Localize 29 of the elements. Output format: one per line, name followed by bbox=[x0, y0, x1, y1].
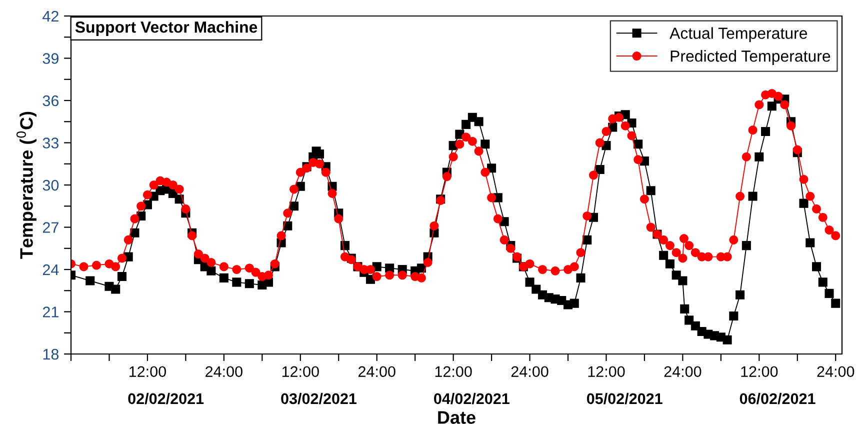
text: 05/02/2021 bbox=[586, 392, 662, 404]
legend-label: Predicted Temperature bbox=[670, 50, 830, 65]
y-tick-label: 21 bbox=[42, 306, 58, 318]
y-tick-label: 33 bbox=[42, 138, 59, 148]
y-tick-label: 42 bbox=[42, 10, 58, 22]
chart-title: Support Vector Machine bbox=[75, 21, 258, 36]
y-tick-label: 27 bbox=[42, 222, 58, 233]
text: 04/02/2021 bbox=[434, 392, 510, 404]
x-tick-label: 24:00 bbox=[358, 366, 396, 378]
y-tick-label: 39 bbox=[42, 53, 58, 64]
y-tick-label: 30 bbox=[42, 180, 59, 191]
y-tick-label: 18 bbox=[43, 348, 59, 360]
x-tick-label: 24:00 bbox=[511, 366, 548, 378]
x-tick-label: 12:00 bbox=[130, 366, 166, 378]
x-tick-label: 24:00 bbox=[206, 366, 242, 378]
legend-label: Actual Temperature bbox=[670, 27, 808, 42]
x-tick-label: 24:00 bbox=[817, 366, 854, 378]
text: 02/02/2021 bbox=[128, 392, 204, 404]
text: 06/02/2021 bbox=[740, 392, 816, 404]
y-axis-title: Temperature ($^{0}$C) bbox=[16, 112, 36, 259]
text: 03/02/2021 bbox=[281, 392, 357, 404]
x-axis-title: Date bbox=[438, 411, 476, 424]
x-tick-label: 12:00 bbox=[588, 366, 625, 378]
y-tick-label: 36 bbox=[42, 95, 59, 106]
x-tick-label: 12:00 bbox=[741, 366, 778, 378]
x-tick-label: 12:00 bbox=[282, 366, 319, 378]
y-tick-label: 24 bbox=[42, 264, 59, 276]
x-tick-label: 12:00 bbox=[435, 366, 472, 378]
x-tick-label: 24:00 bbox=[664, 366, 702, 378]
